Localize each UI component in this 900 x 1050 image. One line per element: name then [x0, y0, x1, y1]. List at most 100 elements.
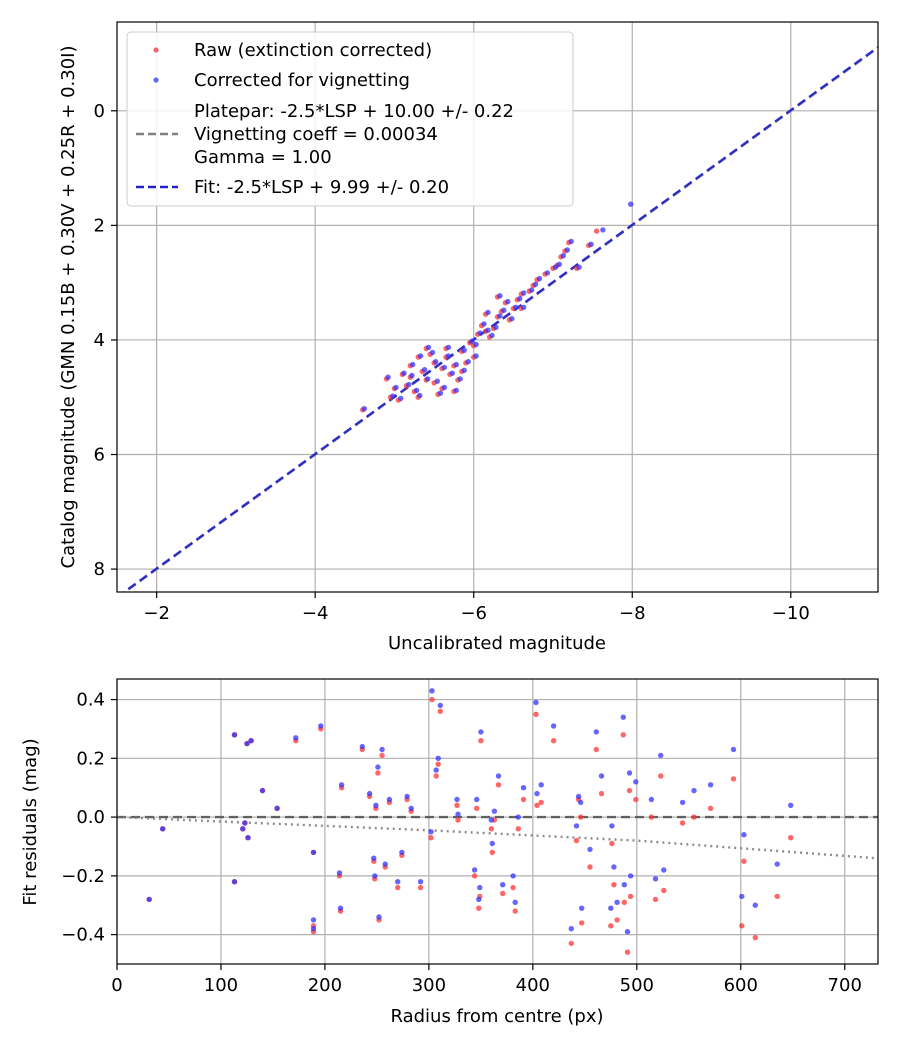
- p2-raw-point: [433, 773, 439, 779]
- p1-corrected-point: [568, 238, 574, 245]
- p1-corrected-point: [556, 261, 562, 267]
- p2-raw-point: [626, 787, 633, 794]
- p2-raw-point: [454, 802, 460, 808]
- p1-ytick-label: 8: [94, 559, 105, 580]
- p2-raw-point: [533, 711, 539, 717]
- p2-raw-point: [476, 905, 482, 911]
- p2-corrected-point: [146, 896, 152, 903]
- p2-corrected-point: [621, 882, 627, 888]
- p1-corrected-point: [421, 367, 428, 373]
- p1-xtick-label: −8: [619, 603, 646, 624]
- p2-corrected-point: [429, 688, 435, 694]
- p2-raw-point: [788, 835, 794, 841]
- p2-corrected-point: [231, 879, 238, 885]
- p2-raw-point: [679, 820, 686, 826]
- p2-corrected-point: [455, 811, 461, 817]
- p1-corrected-point: [477, 330, 483, 336]
- p1-corrected-point: [544, 270, 551, 276]
- p2-corrected-point: [248, 738, 254, 744]
- p1-corrected-point: [425, 376, 431, 382]
- p2-raw-point: [510, 884, 516, 891]
- p2-corrected-point: [489, 840, 495, 847]
- p2-raw-point: [652, 896, 659, 903]
- p2-ytick-label: −0.2: [61, 866, 105, 887]
- legend: Raw (extinction corrected) Corrected for…: [126, 31, 574, 207]
- p2-corrected-point: [372, 873, 378, 879]
- p2-corrected-point: [533, 699, 539, 706]
- p2-raw-point: [648, 814, 655, 820]
- p2-raw-point: [587, 864, 593, 870]
- p2-raw-point: [455, 817, 461, 823]
- p2-raw-point: [395, 884, 401, 891]
- p1-corrected-point: [521, 290, 527, 296]
- p2-corrected-point: [338, 782, 345, 788]
- p2-raw-point: [375, 770, 381, 776]
- p1-corrected-point: [434, 378, 440, 384]
- p1-corrected-point: [497, 293, 503, 299]
- p1-corrected-point: [497, 313, 503, 319]
- p2-corrected-point: [274, 805, 280, 811]
- plot1-ticks: −2 −4 −6 −8 −10 0 2 4 6 8: [94, 101, 810, 624]
- p2-raw-point: [593, 746, 599, 753]
- p2-xtick-label: 200: [308, 975, 342, 996]
- p1-corrected-point: [505, 298, 511, 305]
- p1-corrected-point: [437, 390, 444, 396]
- plot1-points: [360, 201, 634, 413]
- p2-raw-point: [474, 805, 480, 811]
- p2-raw-point: [578, 814, 584, 820]
- p2-corrected-point: [730, 746, 737, 753]
- p1-corrected-point: [600, 227, 606, 233]
- p1-corrected-point: [465, 359, 471, 365]
- p2-raw-point: [520, 796, 527, 803]
- p2-ytick-label: 0.2: [76, 748, 105, 769]
- p2-corrected-point: [437, 702, 443, 709]
- p2-raw-point: [538, 799, 544, 806]
- p2-corrected-point: [752, 902, 758, 908]
- p1-corrected-point: [393, 384, 399, 391]
- p2-corrected-point: [573, 823, 580, 829]
- p2-raw-point: [428, 835, 434, 841]
- plot2-ylabel: Fit residuals (mag): [20, 738, 41, 905]
- p2-raw-point: [611, 882, 617, 888]
- plot1-ylabel: Catalog magnitude (GMN 0.15B + 0.30V + 0…: [58, 45, 79, 568]
- plot1-frame: [116, 21, 879, 593]
- p1-corrected-point: [528, 287, 535, 293]
- p1-corrected-point: [417, 392, 423, 399]
- p2-corrected-point: [474, 796, 480, 803]
- p2-corrected-point: [739, 893, 745, 900]
- plot2-xlabel: Radius from centre (px): [390, 1006, 603, 1027]
- p2-ytick-label: −0.4: [61, 925, 105, 946]
- p2-corrected-point: [395, 879, 401, 885]
- p1-corrected-point: [473, 341, 479, 348]
- p2-corrected-point: [648, 796, 655, 803]
- p2-corrected-point: [500, 882, 506, 888]
- p2-raw-point: [730, 776, 737, 782]
- p1-corrected-point: [361, 406, 367, 412]
- p1-corrected-point: [532, 281, 539, 288]
- p1-corrected-point: [564, 247, 570, 253]
- p2-raw-point: [739, 923, 745, 929]
- p1-corrected-point: [453, 361, 459, 368]
- p2-corrected-point: [534, 790, 540, 797]
- p1-xtick-label: −10: [772, 603, 810, 624]
- p1-corrected-point: [485, 327, 491, 333]
- p2-corrected-point: [408, 805, 414, 811]
- p1-corrected-point: [441, 384, 448, 391]
- p1-corrected-point: [493, 324, 499, 330]
- p2-raw-point: [614, 917, 620, 923]
- p1-ytick-label: 6: [94, 445, 105, 466]
- p2-raw-point: [478, 738, 484, 744]
- p2-raw-point: [621, 899, 627, 905]
- p2-vignetting-line: [117, 815, 876, 860]
- p2-corrected-point: [578, 799, 584, 806]
- p2-raw-point: [437, 708, 443, 714]
- p2-corrected-point: [593, 729, 599, 735]
- p2-ytick-label: 0.4: [76, 690, 105, 711]
- p2-corrected-point: [611, 864, 617, 870]
- p2-raw-point: [627, 893, 634, 900]
- p1-xtick-label: −4: [302, 603, 329, 624]
- p2-corrected-point: [741, 832, 747, 838]
- p2-xtick-label: 700: [828, 975, 862, 996]
- p1-xtick-label: −2: [143, 603, 170, 624]
- legend-corrected-marker: [153, 77, 159, 83]
